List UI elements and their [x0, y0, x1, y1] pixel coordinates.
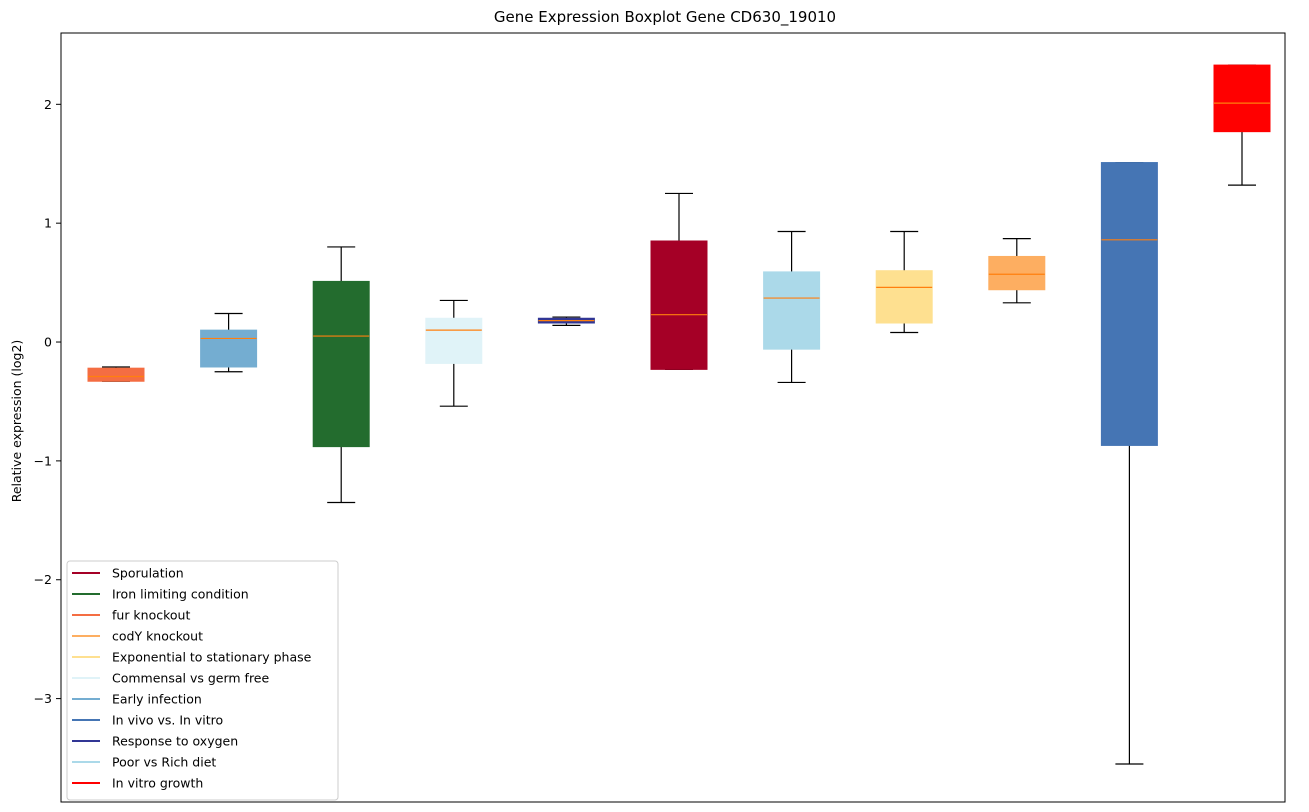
legend-frame — [66, 560, 339, 801]
box-body — [1213, 64, 1271, 133]
y-axis-ticks: −3 −2 −1 0 1 2 — [34, 97, 61, 706]
legend-label: codY knockout — [112, 629, 203, 644]
legend-label: Exponential to stationary phase — [112, 650, 312, 665]
legend-label: In vitro growth — [112, 776, 203, 791]
box-commensal-vs-germ-free — [425, 299, 483, 407]
legend: Sporulation Iron limiting condition fur kn… — [66, 560, 339, 801]
box-body — [763, 271, 821, 350]
y-tick-label: −1 — [34, 453, 52, 468]
legend-label: In vivo vs. In vitro — [112, 713, 223, 728]
legend-label: Iron limiting condition — [112, 587, 249, 602]
box-body — [1100, 162, 1158, 446]
box-sporulation — [650, 192, 708, 370]
box-in-vitro-growth — [1213, 64, 1271, 186]
y-tick-label: 1 — [44, 216, 52, 231]
y-tick-label: 2 — [44, 97, 52, 112]
box-body — [650, 240, 708, 370]
box-body — [87, 367, 145, 382]
box-body — [875, 270, 933, 324]
plot-frame — [60, 32, 1286, 803]
legend-label: Poor vs Rich diet — [112, 755, 216, 770]
legend-label: fur knockout — [112, 608, 190, 623]
y-axis-label: Relative expression (log2) — [9, 340, 24, 503]
box-series — [87, 64, 1271, 765]
y-tick-label: 0 — [44, 335, 52, 350]
box-early-infection — [200, 312, 258, 373]
box-poor-vs-rich-diet — [763, 230, 821, 384]
chart-title: Gene Expression Boxplot Gene CD630_19010 — [494, 8, 836, 27]
box-iron-limiting-condition — [312, 246, 370, 504]
y-tick-label: −3 — [34, 691, 52, 706]
legend-label: Early infection — [112, 692, 202, 707]
box-exponential-to-stationary-phase — [875, 230, 933, 334]
legend-label: Commensal vs germ free — [112, 671, 269, 686]
box-body — [425, 317, 483, 364]
legend-label: Sporulation — [112, 566, 184, 581]
box-body — [988, 255, 1046, 291]
box-body — [312, 280, 370, 448]
legend-label: Response to oxygen — [112, 734, 238, 749]
box-response-to-oxygen — [537, 316, 595, 326]
box-cody-knockout — [988, 238, 1046, 304]
y-tick-label: −2 — [34, 572, 52, 587]
box-body — [200, 329, 258, 368]
box-fur-knockout — [87, 366, 145, 382]
box-in-vivo-vs-in-vitro — [1100, 161, 1158, 765]
